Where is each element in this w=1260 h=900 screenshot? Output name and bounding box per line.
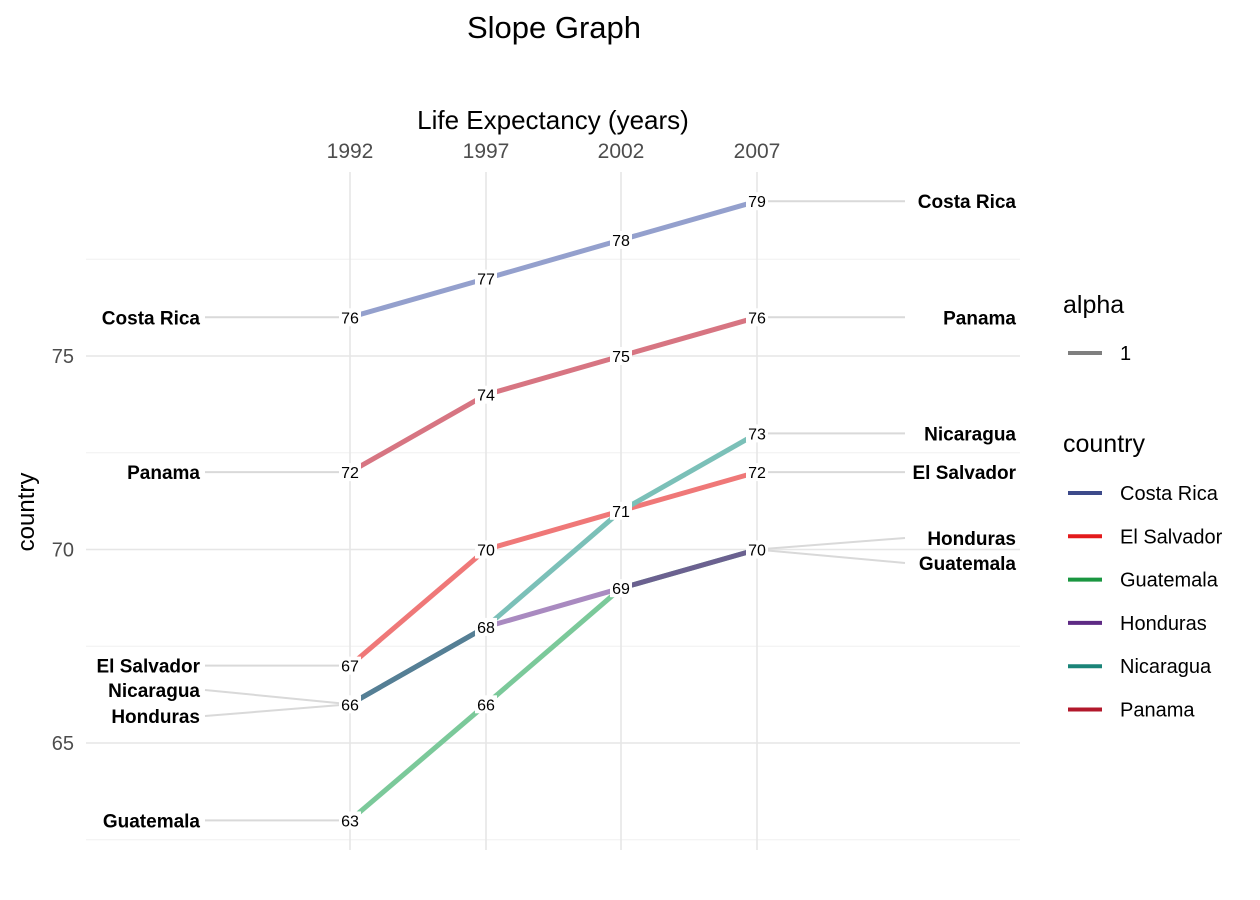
series-segment [484,586,623,707]
series-segment [485,353,622,398]
value-label: 77 [477,272,495,289]
legend-title-alpha: alpha [1063,291,1124,319]
country-label-left: Costa Rica [102,308,201,329]
value-label: 66 [477,697,495,714]
value-label-bg [610,230,632,249]
label-connectors [204,200,906,822]
value-label-bg [475,617,497,636]
country-label-right: El Salvador [913,463,1017,484]
value-label: 69 [612,581,630,598]
connector-line-right [756,537,906,551]
series-segment [349,276,487,320]
series-segment [620,314,758,359]
country-label-right: Honduras [927,529,1016,550]
legend-title-country: country [1063,430,1145,458]
country-label-left: El Salvador [97,657,201,678]
y-tick-label: 75 [52,346,74,368]
value-label: 70 [748,543,766,560]
value-label-bg [339,695,361,714]
series-segment [348,702,488,823]
value-label-bg [610,579,632,598]
country-label-right: Nicaragua [924,424,1016,445]
value-label: 78 [612,233,630,250]
value-label-bg [746,308,768,327]
value-label-bg [475,385,497,404]
legend-label-alpha: 1 [1120,343,1131,365]
series-segment [348,547,488,668]
series-segment [484,508,623,629]
country-label-right: Panama [943,308,1016,329]
value-label-bg [475,695,497,714]
legend: alpha 1 country Costa Rica El Salvador Guatem… [1063,291,1223,722]
country-label-left: Guatemala [103,811,201,832]
value-label: 68 [477,620,495,637]
value-label: 67 [341,659,359,676]
value-label-bg [746,540,768,559]
value-label: 74 [477,388,495,405]
series-segment [485,237,622,282]
value-label-bg [475,540,497,559]
x-axis-title: Life Expectancy (years) [417,105,689,135]
x-tick-label: 2007 [734,140,781,163]
value-label-bg [339,463,361,482]
x-tick-label: 1992 [327,140,374,163]
value-label: 79 [748,194,766,211]
series-segment [348,624,488,707]
connector-line-right [756,548,906,564]
x-tick-labels: 1992 1997 2002 2007 [327,140,781,163]
value-labels: 76 77 78 79 67 70 71 72 63 66 69 70 66 68 73 72 74 75 76 [339,192,768,830]
series-segment [620,198,758,243]
value-label-bg [746,192,768,211]
legend-label-country: Costa Rica [1120,483,1219,505]
country-label-left: Panama [127,463,200,484]
series-segment [348,392,488,475]
grid-lines [86,172,1020,850]
value-label: 73 [748,426,766,443]
series-segment [619,431,759,513]
legend-label-country: Nicaragua [1120,656,1212,678]
value-label-bg [339,811,361,830]
series-lines [348,198,759,823]
series-segment [620,469,758,514]
value-label: 72 [341,465,359,482]
y-tick-label: 65 [52,733,74,755]
legend-label-country: El Salvador [1120,526,1223,548]
value-label: 72 [748,465,766,482]
value-label: 63 [341,813,359,830]
x-tick-label: 1997 [463,140,510,163]
value-label-bg [610,501,632,520]
connector-line-left [204,703,351,717]
value-label-bg [475,269,497,288]
chart-title: Slope Graph [467,10,641,45]
x-tick-label: 2002 [598,140,645,163]
legend-label-country: Guatemala [1120,570,1219,592]
value-label-bg [610,347,632,365]
y-tick-label: 70 [52,540,74,562]
value-label-bg [746,463,768,482]
country-label-left: Nicaragua [108,681,200,702]
connector-line-left [204,689,351,706]
value-label-bg [746,424,768,443]
value-label-bg [339,308,361,327]
value-label: 71 [612,504,630,521]
legend-label-country: Honduras [1120,613,1207,635]
value-label: 76 [748,310,766,327]
value-label: 75 [612,349,630,366]
y-tick-labels: 65 70 75 [52,346,74,755]
country-label-right: Costa Rica [918,192,1017,213]
series-segment [620,547,758,591]
value-label: 70 [477,543,495,560]
y-axis-title: country [13,473,40,552]
series-segment [485,508,622,552]
country-labels: Costa Rica Panama El Salvador Nicaragua Hond… [97,192,1017,832]
country-label-right: Guatemala [919,554,1017,575]
legend-label-country: Panama [1120,700,1195,722]
country-label-left: Honduras [111,707,200,728]
value-label: 76 [341,310,359,327]
value-label: 66 [341,697,359,714]
value-label-bg [339,656,361,675]
series-segment [485,585,622,630]
